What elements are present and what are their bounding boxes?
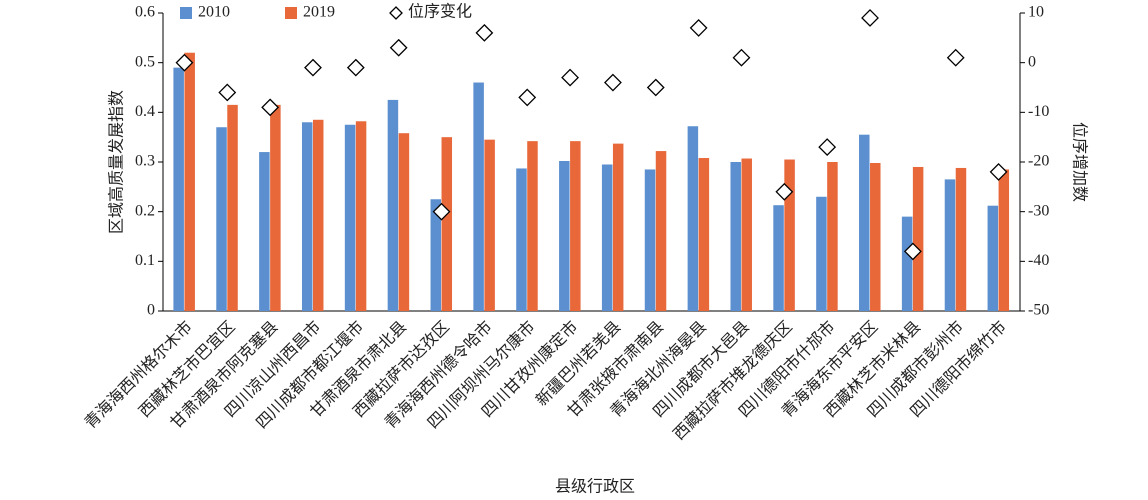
bar — [430, 199, 442, 311]
legend-swatch — [285, 7, 297, 19]
y-tick-label: 0.3 — [135, 153, 155, 170]
bar — [955, 167, 967, 311]
legend-label: 2010 — [198, 4, 230, 21]
y-axis-title: 区域高质量发展指数 — [108, 90, 126, 234]
bar — [998, 169, 1010, 311]
y2-tick-label: -20 — [1028, 153, 1049, 170]
y-tick-label: 0.5 — [135, 53, 155, 70]
bar — [398, 133, 410, 311]
y-tick-label: 0.6 — [135, 4, 155, 21]
bar — [473, 82, 484, 312]
y2-tick-label: -40 — [1028, 252, 1049, 269]
bar — [612, 143, 624, 311]
bar — [827, 162, 838, 311]
bar — [741, 158, 752, 311]
bar — [312, 119, 324, 312]
x-axis-title: 县级行政区 — [555, 478, 635, 496]
bar — [655, 151, 667, 311]
rank-marker — [989, 163, 1008, 181]
bar — [912, 166, 924, 311]
y-tick-label: 0.2 — [135, 202, 155, 219]
rank-marker — [646, 78, 665, 97]
rank-marker — [903, 242, 922, 261]
y2-tick-label: 0 — [1028, 53, 1036, 70]
bar — [559, 161, 570, 311]
bar — [784, 159, 795, 311]
y2-tick-label: -10 — [1028, 103, 1049, 120]
legend-swatch — [180, 7, 192, 19]
y2-tick-label: -50 — [1028, 302, 1049, 319]
bar — [227, 104, 238, 311]
rank-marker — [518, 88, 537, 107]
bar — [441, 137, 453, 311]
rank-marker — [389, 38, 408, 57]
bar — [173, 67, 184, 311]
bar — [698, 158, 710, 311]
rank-marker — [689, 18, 708, 37]
y2-axis-title: 位序增加数 — [1070, 122, 1088, 202]
bar — [387, 99, 399, 312]
rank-marker — [218, 83, 237, 102]
bar — [355, 121, 367, 311]
bar — [570, 141, 581, 311]
rank-marker — [175, 53, 194, 72]
bar — [644, 169, 656, 311]
bar — [184, 52, 195, 311]
rank-marker — [604, 73, 622, 92]
bar — [259, 152, 270, 311]
bar — [730, 162, 741, 311]
rank-marker — [818, 138, 837, 157]
bar — [870, 162, 881, 311]
bar — [987, 205, 999, 311]
rank-marker — [561, 68, 579, 87]
bar — [687, 126, 699, 312]
bar — [901, 216, 913, 311]
bar — [601, 164, 613, 311]
rank-marker — [304, 58, 322, 77]
bar — [216, 127, 227, 311]
bar — [344, 124, 356, 311]
rank-marker — [732, 48, 751, 67]
y-tick-label: 0.1 — [135, 252, 155, 269]
legend-label: 2019 — [303, 4, 335, 21]
bar — [484, 139, 495, 311]
rank-marker — [775, 182, 794, 201]
rank-marker — [861, 9, 879, 27]
y-tick-label: 0.4 — [135, 103, 155, 120]
bar — [527, 141, 538, 311]
rank-marker — [475, 23, 494, 42]
y2-tick-label: -30 — [1028, 202, 1049, 219]
rank-marker — [346, 58, 365, 77]
y2-tick-label: 10 — [1028, 4, 1044, 21]
bar — [301, 122, 313, 312]
legend-marker — [389, 6, 403, 20]
bar — [516, 168, 527, 311]
y-tick-label: 0 — [147, 302, 155, 319]
bar — [859, 134, 870, 311]
rank-marker — [261, 98, 280, 117]
rank-marker — [946, 48, 965, 67]
bar — [773, 205, 784, 311]
legend-label: 位序变化 — [408, 3, 472, 21]
rank-marker — [432, 202, 451, 221]
bar — [270, 104, 281, 311]
bar — [816, 196, 827, 311]
bar — [944, 179, 956, 311]
